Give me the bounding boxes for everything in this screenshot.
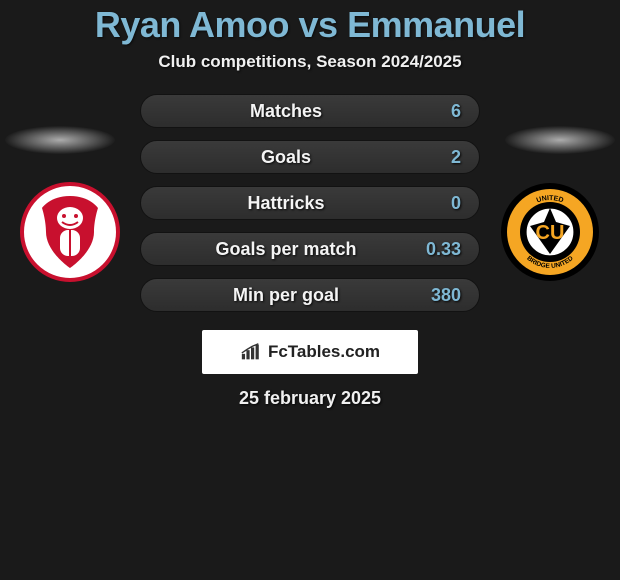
stats-list: Matches 6 Goals 2 Hattricks 0 Goals per … <box>140 94 480 312</box>
stat-value: 6 <box>419 101 461 122</box>
stat-row: Min per goal 380 <box>140 278 480 312</box>
comparison-card: Ryan Amoo vs Emmanuel Club competitions,… <box>0 0 620 580</box>
bar-chart-icon <box>240 342 262 362</box>
cambridge-united-crest-icon: CU UNITED BRIDGE UNITED <box>500 182 600 282</box>
badge-shadow-left <box>5 126 115 154</box>
lincoln-city-crest-icon <box>20 182 120 282</box>
team-badge-left <box>20 182 120 282</box>
page-title: Ryan Amoo vs Emmanuel <box>0 4 620 46</box>
stat-value: 0 <box>419 193 461 214</box>
badge-shadow-right <box>505 126 615 154</box>
team-badge-right: CU UNITED BRIDGE UNITED <box>500 182 600 282</box>
stat-label: Hattricks <box>153 193 419 214</box>
stat-value: 2 <box>419 147 461 168</box>
stat-row: Hattricks 0 <box>140 186 480 220</box>
fctables-logo-link[interactable]: FcTables.com <box>202 330 418 374</box>
stat-label: Goals per match <box>153 239 419 260</box>
stat-label: Matches <box>153 101 419 122</box>
stat-value: 380 <box>419 285 461 306</box>
stat-label: Min per goal <box>153 285 419 306</box>
subtitle: Club competitions, Season 2024/2025 <box>0 52 620 72</box>
logo-text: FcTables.com <box>268 342 380 362</box>
stat-row: Goals per match 0.33 <box>140 232 480 266</box>
stat-row: Goals 2 <box>140 140 480 174</box>
stat-value: 0.33 <box>419 239 461 260</box>
svg-text:CU: CU <box>536 222 565 244</box>
stat-label: Goals <box>153 147 419 168</box>
date-label: 25 february 2025 <box>0 388 620 409</box>
stat-row: Matches 6 <box>140 94 480 128</box>
